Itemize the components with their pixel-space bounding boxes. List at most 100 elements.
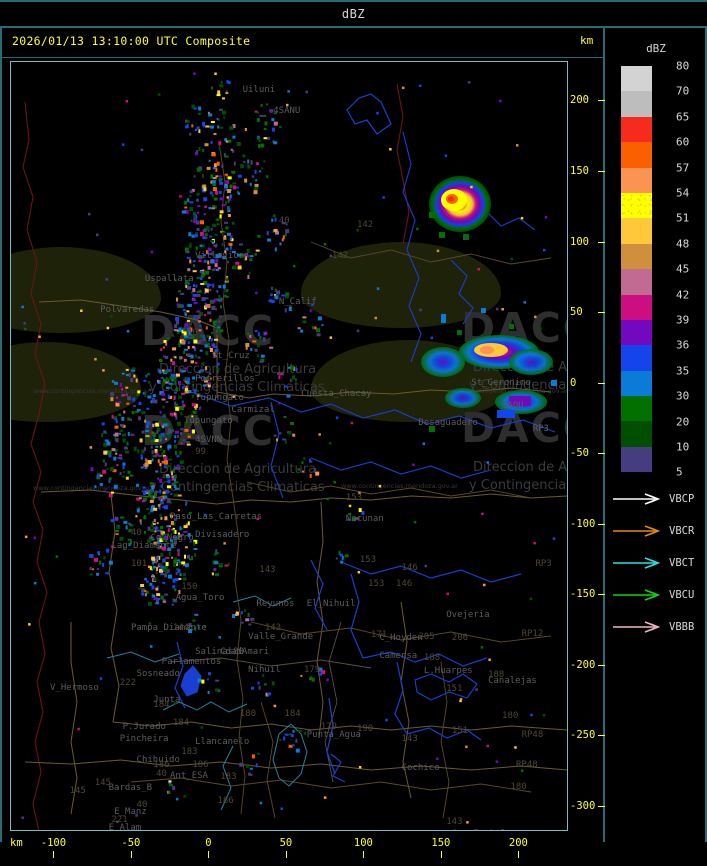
colorbar-swatch[interactable]: [621, 421, 652, 447]
colorbar-label: 48: [676, 237, 690, 251]
legend-title: dBZ: [646, 42, 666, 55]
y-tick-label: -200: [570, 658, 596, 671]
map-place-label: Cuesta_Chacay: [301, 389, 372, 400]
wind-barb-arrow-icon: [613, 493, 661, 505]
map-place-label: Nacunan: [345, 513, 384, 524]
map-road-number: 180: [239, 708, 257, 719]
map-road-number: RP48: [515, 759, 538, 770]
map-road-number: 171: [370, 630, 388, 641]
map-road-number: 184: [284, 708, 301, 719]
x-axis-unit-label: km: [10, 837, 23, 849]
x-tick-label: 0: [205, 837, 212, 849]
colorbar-swatch[interactable]: [621, 446, 652, 473]
map-road-number: 222: [119, 678, 137, 688]
map-place-label: Bardas_B: [108, 783, 152, 794]
colorbar-label: 30: [676, 389, 690, 403]
radar-echoes: [21, 72, 557, 824]
colorbar-label: 70: [676, 84, 690, 98]
arrow-legend-row[interactable]: VBCU: [611, 579, 707, 611]
x-tick-mark: [518, 851, 520, 858]
x-tick-label: 50: [279, 837, 293, 849]
colorbar-swatch[interactable]: [621, 66, 652, 92]
map-place-label: Sta.Isabel: [452, 829, 506, 830]
colorbar-swatch[interactable]: [621, 294, 652, 320]
arrow-legend-row[interactable]: VBCR: [611, 515, 707, 547]
map-place-label: Tupungato: [183, 416, 233, 427]
map-road-number: 145: [94, 778, 111, 789]
y-tick-label: 50: [570, 306, 583, 319]
map-road-number: 221: [111, 815, 128, 826]
arrow-legend-label: VBCU: [669, 589, 695, 601]
wind-barb-arrow-icon: [613, 589, 661, 601]
y-tick-label: 100: [570, 235, 589, 248]
colorbar-swatch[interactable]: [621, 396, 652, 422]
map-road-number: 205: [418, 631, 435, 642]
map-place-label: Salinas80: [195, 647, 244, 658]
y-tick-label: -250: [570, 729, 596, 742]
colorbar-label: 45: [676, 262, 690, 276]
map-place-label: Uiluni: [242, 85, 276, 96]
wind-barb-arrow-icon: [613, 525, 661, 537]
colorbar-swatch[interactable]: [621, 218, 652, 244]
map-place-label: E_Alam: [108, 822, 142, 831]
map-place-label: 4SVNN: [195, 435, 223, 446]
page-title: dBZ: [341, 7, 366, 21]
y-tick-mark: [598, 453, 605, 455]
map-road-number: 183: [181, 747, 198, 758]
colorbar-swatch[interactable]: [621, 192, 652, 219]
map-road-number: 40: [136, 799, 148, 810]
map-place-label: Camensa: [379, 651, 418, 662]
map-place-label: Cochico: [401, 762, 440, 773]
y-tick-label: 150: [570, 165, 589, 177]
legend-panel: dBZ 80 70 65 60 57 54 51 48 45 42 39 36 35 30 20 10 5 VB…: [605, 28, 707, 842]
colorbar-swatch[interactable]: [621, 243, 652, 270]
map-road-number: 144: [172, 622, 190, 633]
map-place-label: Desaguadero: [418, 417, 478, 428]
colorbar-label: 65: [676, 110, 690, 124]
colorbar-swatch[interactable]: [621, 116, 652, 143]
map-place-label: Ant_ESA: [170, 771, 208, 782]
basemap-vectors: [22, 83, 567, 830]
map-road-number: 188: [488, 670, 505, 681]
colorbar-swatch[interactable]: [621, 269, 652, 295]
colorbar-swatch[interactable]: [621, 142, 652, 168]
map-place-label: St_Cruz: [211, 350, 250, 361]
map-place-label: L.Huarpes: [423, 665, 473, 676]
map-road-number: 101: [130, 558, 148, 569]
arrow-legend-row[interactable]: VBBB: [611, 611, 707, 643]
map-place-label: Nihuil: [248, 664, 281, 675]
arrow-legend-label: VBCT: [669, 557, 695, 569]
arrow-legend-label: VBCR: [669, 525, 695, 537]
map-place-label: Polvaredas: [100, 304, 155, 315]
arrow-legend-row[interactable]: VBCP: [611, 483, 707, 515]
radar-timestamp: 2026/01/13 13:10:00 UTC Composite: [12, 34, 251, 48]
colorbar-swatch[interactable]: [621, 319, 652, 346]
map-place-label: Parlamentos: [161, 657, 222, 668]
map-place-label: Co_Negro: [150, 533, 194, 544]
arrow-legend-label: VBCP: [669, 493, 695, 505]
x-tick-mark: [130, 851, 132, 858]
map-place-label: Sosneado: [136, 668, 180, 679]
map-road-number: 153: [359, 554, 377, 565]
arrow-legend-row[interactable]: VBCT: [611, 547, 707, 579]
colorbar-swatch[interactable]: [621, 345, 652, 371]
map-road-number: 153: [368, 579, 385, 590]
colorbar-swatch[interactable]: [621, 91, 652, 117]
colorbar-swatch[interactable]: [621, 167, 652, 193]
colorbar-label: 10: [676, 440, 690, 454]
map-road-number: 184: [153, 699, 170, 710]
colorbar-swatch[interactable]: [621, 370, 652, 397]
map-road-number: 143: [264, 622, 282, 633]
dbz-colorbar[interactable]: 80 70 65 60 57 54 51 48 45 42 39 36 35 30 20 10 5: [621, 60, 689, 479]
map-place-label: Uspallata: [144, 273, 194, 284]
x-tick-mark: [208, 851, 210, 858]
map-place-label: Pampa_Diamante: [130, 622, 207, 633]
colorbar-label: 20: [676, 415, 690, 429]
x-tick-label: 100: [353, 837, 373, 849]
y-axis-unit-label: km: [580, 34, 594, 47]
map-place-label: Llancanelo: [195, 737, 250, 748]
map-place-label: Pincheira: [119, 734, 169, 745]
radar-plot[interactable]: DACC DACC DACC DACC Direccion de Agricul…: [10, 61, 568, 831]
map-place-label: Punta_Agua: [306, 730, 361, 741]
colorbar-label: 51: [676, 211, 690, 225]
